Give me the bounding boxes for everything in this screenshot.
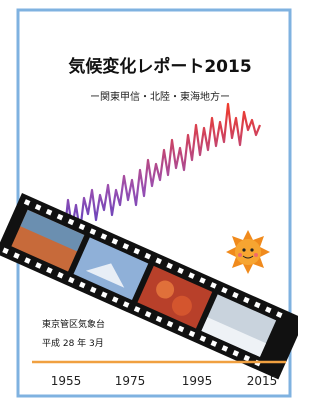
title: 気候変化レポート2015: [67, 56, 251, 77]
publisher: 東京管区気象台: [42, 318, 105, 330]
cover: 気候変化レポート2015 ー関東甲信・北陸・東海地方ー 東京管区気象台 平成 2…: [0, 0, 298, 417]
sun-mascot: [226, 230, 270, 274]
axis-label: 1995: [182, 374, 213, 388]
date: 平成 28 年 3月: [42, 337, 104, 349]
page: 気候変化レポート2015 ー関東甲信・北陸・東海地方ー 東京管区気象台 平成 2…: [0, 0, 298, 417]
axis-label: 1975: [115, 374, 146, 388]
axis-label: 1955: [51, 374, 82, 388]
axis-label: 2015: [247, 374, 278, 388]
subtitle: ー関東甲信・北陸・東海地方ー: [90, 90, 230, 103]
